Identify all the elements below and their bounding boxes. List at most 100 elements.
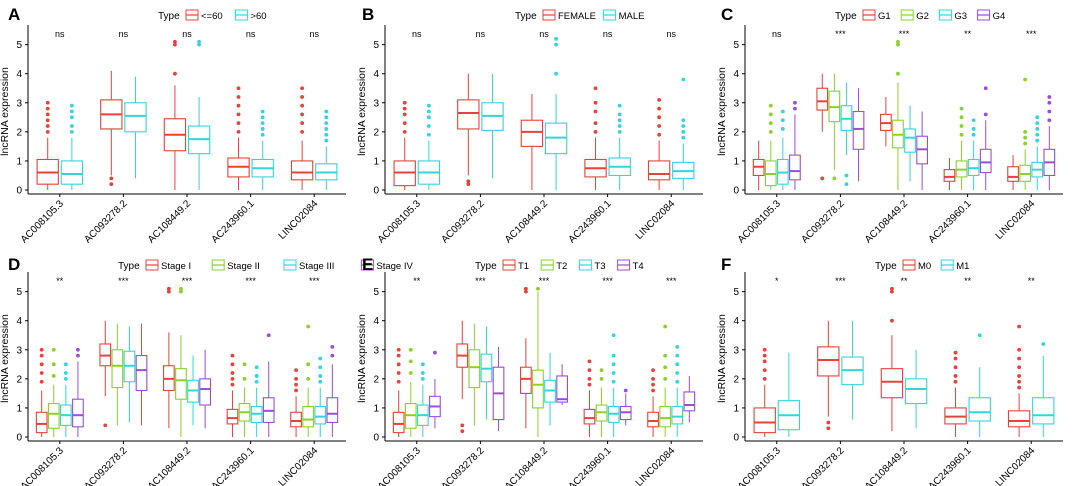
box-G1 bbox=[880, 96, 892, 147]
legend-label: <=60 bbox=[201, 11, 223, 22]
outlier-point bbox=[554, 71, 558, 76]
outlier-point bbox=[242, 376, 247, 381]
outlier-point bbox=[826, 420, 831, 425]
outlier-point bbox=[39, 353, 44, 358]
outlier-point bbox=[832, 176, 837, 181]
y-tick-label: 3 bbox=[733, 98, 739, 109]
legend-title: Type bbox=[118, 261, 140, 272]
outlier-point bbox=[39, 347, 44, 352]
outlier-point bbox=[599, 376, 604, 381]
outlier-point bbox=[611, 371, 616, 375]
outlier-point bbox=[663, 324, 668, 329]
outlier-point bbox=[324, 132, 329, 137]
y-tick-label: 5 bbox=[733, 287, 739, 298]
box-<=60 bbox=[290, 86, 314, 190]
y-axis-label: lncRNA expression bbox=[0, 314, 11, 403]
outlier-point bbox=[617, 112, 622, 117]
outlier-point bbox=[300, 86, 305, 91]
significance-label: ns bbox=[182, 29, 192, 39]
x-tick-label: AC008105.3 bbox=[376, 198, 423, 245]
box-T2 bbox=[532, 286, 544, 437]
legend-label: M0 bbox=[918, 261, 931, 272]
outlier-point bbox=[166, 289, 171, 294]
outlier-point bbox=[657, 124, 662, 128]
box-FEMALE bbox=[584, 86, 607, 190]
box-body bbox=[314, 405, 327, 425]
outlier-point bbox=[1035, 121, 1040, 126]
outlier-point bbox=[1047, 118, 1052, 123]
box-<=60 bbox=[100, 70, 123, 187]
outlier-point bbox=[236, 95, 241, 99]
outlier-point bbox=[51, 362, 56, 367]
box-body bbox=[852, 110, 865, 150]
outlier-point bbox=[617, 124, 622, 128]
outlier-point bbox=[953, 350, 958, 355]
outlier-point bbox=[554, 42, 558, 47]
x-tick-label: LINC02084 bbox=[277, 445, 321, 486]
box-T3 bbox=[544, 352, 556, 426]
box-Stage III bbox=[59, 362, 72, 437]
x-tick-label: AC008105.3 bbox=[736, 198, 783, 245]
box-G3 bbox=[967, 118, 980, 190]
box-M0 bbox=[944, 350, 967, 437]
box-body bbox=[326, 397, 339, 424]
legend-title: Type bbox=[515, 11, 537, 22]
outlier-point bbox=[408, 359, 413, 364]
outlier-point bbox=[953, 356, 958, 361]
outlier-point bbox=[1023, 129, 1028, 134]
outlier-point bbox=[780, 109, 785, 114]
panel-letter: C bbox=[721, 5, 733, 24]
y-tick-label: 4 bbox=[733, 316, 739, 327]
x-tick-label: AC108449.2 bbox=[503, 445, 550, 486]
significance-label: ns bbox=[772, 29, 782, 39]
box-<=60 bbox=[227, 86, 250, 190]
y-tick-label: 2 bbox=[16, 127, 22, 138]
legend: Type <=60 >60 bbox=[158, 9, 267, 22]
outlier-point bbox=[300, 129, 305, 134]
outlier-point bbox=[260, 121, 265, 126]
outlier-point bbox=[1017, 347, 1022, 352]
legend-label: T2 bbox=[556, 261, 567, 272]
outlier-point bbox=[651, 388, 655, 393]
y-tick-label: 0 bbox=[373, 186, 379, 197]
y-tick-label: 5 bbox=[16, 287, 22, 298]
box-Stage IV bbox=[199, 349, 211, 429]
box-Stage IV bbox=[262, 333, 275, 437]
outlier-point bbox=[587, 382, 592, 387]
box-G1 bbox=[943, 158, 956, 190]
x-tick-label: AC008105.3 bbox=[736, 445, 783, 486]
outlier-point bbox=[109, 182, 114, 187]
box-body bbox=[647, 160, 671, 181]
box-body bbox=[35, 411, 48, 434]
box-G1 bbox=[1007, 155, 1019, 190]
x-tick-label: AC093278.2 bbox=[439, 198, 486, 245]
outlier-point bbox=[197, 42, 201, 47]
box-FEMALE bbox=[393, 100, 416, 190]
outlier-point bbox=[890, 318, 894, 323]
outlier-point bbox=[971, 132, 976, 137]
outlier-point bbox=[420, 362, 425, 367]
panel-A: A Type <=60 >60 0 1 2 3 4 5 lncRNA expression AC008… bbox=[0, 5, 346, 245]
outlier-point bbox=[45, 112, 50, 117]
y-tick-label: 1 bbox=[373, 403, 379, 414]
outlier-point bbox=[318, 356, 323, 361]
outlier-point bbox=[173, 42, 177, 47]
outlier-point bbox=[236, 112, 241, 117]
box-body bbox=[47, 403, 60, 429]
outlier-point bbox=[39, 379, 44, 384]
box-MALE bbox=[544, 36, 568, 190]
y-tick-label: 5 bbox=[16, 40, 22, 51]
legend-label: G4 bbox=[993, 11, 1006, 22]
outlier-point bbox=[959, 106, 964, 111]
box-G3 bbox=[840, 82, 853, 187]
outlier-point bbox=[330, 344, 335, 349]
significance-label: ** bbox=[413, 276, 421, 286]
box-body bbox=[468, 349, 481, 389]
box-T2 bbox=[659, 324, 672, 437]
box-body bbox=[457, 99, 480, 130]
box-G4 bbox=[979, 86, 992, 190]
box-body bbox=[817, 346, 840, 377]
significance-label: *** bbox=[475, 276, 486, 286]
y-tick-label: 1 bbox=[16, 403, 22, 414]
y-axis-label: lncRNA expression bbox=[716, 67, 728, 156]
